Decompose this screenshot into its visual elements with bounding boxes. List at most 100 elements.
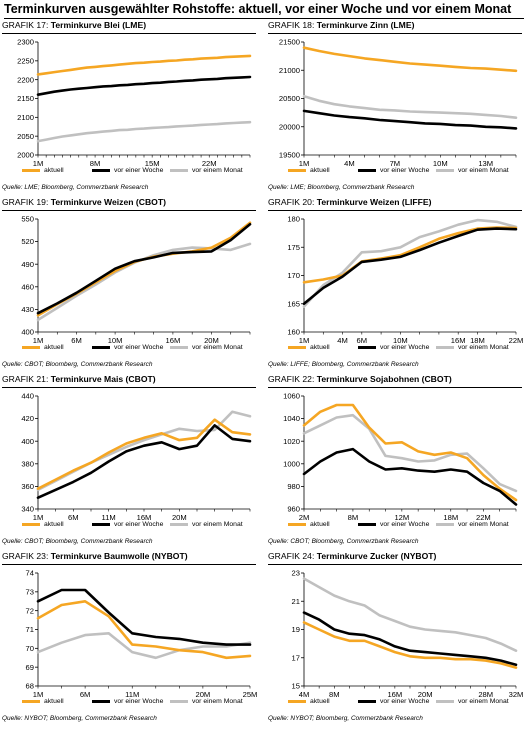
- y-tick-label: 21500: [279, 38, 300, 47]
- y-tick-label: 2100: [17, 113, 34, 122]
- series-line-woche: [36, 75, 252, 97]
- chart-title: GRAFIK 24: Terminkurve Zucker (NYBOT): [268, 551, 436, 561]
- chart-label: GRAFIK 17:: [2, 20, 49, 30]
- chart-legend: aktuell vor einer Woche vor einem Monat: [0, 167, 258, 179]
- series-line-woche: [302, 611, 518, 667]
- x-tick-label: 18M: [443, 513, 458, 522]
- chart-plot: 19500 20000 20500 21000 21500 1M 4M 7M 10M 13M: [279, 38, 518, 168]
- legend-item-aktuell: aktuell: [288, 698, 330, 705]
- y-tick-label: 1020: [283, 437, 300, 446]
- x-tick-label: 20M: [195, 690, 210, 699]
- x-tick-label: 6M: [68, 513, 79, 522]
- legend-label: vor einem Monat: [192, 521, 243, 528]
- legend-label: vor einer Woche: [114, 521, 164, 528]
- legend-swatch: [92, 522, 110, 526]
- x-tick-label: 11M: [125, 690, 139, 699]
- x-tick-label: 10M: [108, 336, 123, 345]
- series-line-monat: [36, 120, 252, 143]
- chart-title: GRAFIK 22: Terminkurve Sojabohnen (CBOT): [268, 374, 452, 384]
- legend-swatch: [436, 168, 454, 172]
- chart-label: GRAFIK 21:: [2, 374, 49, 384]
- chart-title-rule: [2, 33, 256, 34]
- y-tick-label: 490: [21, 260, 34, 269]
- legend-swatch: [288, 345, 306, 349]
- x-tick-label: 20M: [204, 336, 219, 345]
- x-tick-label: 11M: [102, 513, 116, 522]
- legend-item-monat: vor einem Monat: [170, 698, 243, 705]
- legend-swatch: [22, 699, 40, 703]
- chart-source: Quelle: NYBOT; Bloomberg, Commerzbank Re…: [268, 715, 423, 722]
- series-line-monat: [302, 94, 518, 119]
- legend-label: aktuell: [310, 167, 330, 174]
- series-line-monat: [302, 577, 518, 652]
- y-tick-label: 69: [26, 663, 34, 672]
- chart-panel-8: GRAFIK 24: Terminkurve Zucker (NYBOT) 15 1…: [266, 551, 524, 729]
- legend-swatch: [358, 699, 376, 703]
- series-line-aktuell: [302, 226, 518, 284]
- chart-title-text: Terminkurve Zucker (NYBOT): [316, 551, 437, 561]
- y-tick-label: 165: [287, 299, 300, 308]
- y-tick-label: 340: [21, 505, 34, 514]
- legend-item-aktuell: aktuell: [288, 521, 330, 528]
- chart-title-text: Terminkurve Blei (LME): [50, 20, 147, 30]
- x-tick-label: 20M: [418, 690, 433, 699]
- legend-item-monat: vor einem Monat: [170, 167, 243, 174]
- x-tick-label: 22M: [476, 513, 491, 522]
- legend-item-monat: vor einem Monat: [436, 167, 509, 174]
- y-tick-label: 19500: [279, 151, 300, 160]
- legend-swatch: [288, 699, 306, 703]
- y-tick-label: 71: [26, 625, 34, 634]
- x-tick-label: 8M: [329, 690, 340, 699]
- y-tick-label: 2300: [17, 38, 34, 47]
- legend-label: vor einem Monat: [192, 698, 243, 705]
- chart-title-text: Terminkurve Weizen (CBOT): [50, 197, 166, 207]
- chart-panel-6: GRAFIK 22: Terminkurve Sojabohnen (CBOT)…: [266, 374, 524, 552]
- x-tick-label: 6M: [71, 336, 82, 345]
- chart-title-rule: [268, 210, 522, 211]
- x-tick-label: 16M: [387, 690, 402, 699]
- y-tick-label: 1040: [283, 414, 300, 423]
- legend-label: aktuell: [44, 167, 64, 174]
- chart-plot: 15 17 19 21 23 4M 8M 16M 20M 28M 32M: [292, 569, 524, 699]
- chart-label: GRAFIK 20:: [268, 197, 315, 207]
- legend-item-woche: vor einer Woche: [92, 167, 163, 174]
- chart-title-text: Terminkurve Weizen (LIFFE): [316, 197, 432, 207]
- x-tick-label: 16M: [137, 513, 152, 522]
- legend-label: vor einem Monat: [192, 167, 243, 174]
- series-line-monat: [302, 413, 518, 493]
- legend-label: vor einem Monat: [458, 167, 509, 174]
- chart-title: GRAFIK 18: Terminkurve Zinn (LME): [268, 20, 414, 30]
- legend-swatch: [358, 522, 376, 526]
- series-line-aktuell: [302, 46, 518, 73]
- series-line-aktuell: [302, 403, 518, 502]
- legend-item-monat: vor einem Monat: [170, 344, 243, 351]
- legend-swatch: [436, 345, 454, 349]
- chart-title: GRAFIK 17: Terminkurve Blei (LME): [2, 20, 146, 30]
- x-tick-label: 18M: [470, 336, 485, 345]
- series-line-monat: [302, 218, 518, 308]
- y-tick-label: 520: [21, 237, 34, 246]
- legend-swatch: [92, 168, 110, 172]
- chart-panel-3: GRAFIK 19: Terminkurve Weizen (CBOT) 400 4…: [0, 197, 258, 375]
- x-tick-label: 1M: [299, 336, 310, 345]
- y-tick-label: 180: [287, 215, 300, 224]
- y-tick-label: 74: [26, 569, 34, 578]
- chart-title: GRAFIK 23: Terminkurve Baumwolle (NYBOT): [2, 551, 188, 561]
- series-line-monat: [36, 632, 252, 660]
- legend-item-woche: vor einer Woche: [358, 698, 429, 705]
- x-tick-label: 1M: [33, 513, 44, 522]
- legend-item-woche: vor einer Woche: [92, 698, 163, 705]
- legend-swatch: [170, 522, 188, 526]
- chart-plot: 68 69 70 71 72 73 74 1M 6M 11M 20M 25M: [26, 569, 258, 699]
- x-tick-label: 22M: [509, 336, 524, 345]
- x-tick-label: 4M: [344, 159, 355, 168]
- chart-source: Quelle: NYBOT; Bloomberg, Commerzbank Re…: [2, 715, 157, 722]
- y-tick-label: 400: [21, 328, 34, 337]
- y-tick-label: 2200: [17, 75, 34, 84]
- chart-plot: 960 980 1000 1020 1040 1060 2M 8M 12M 18M 22M: [283, 392, 518, 522]
- legend-item-monat: vor einem Monat: [170, 521, 243, 528]
- chart-panel-4: GRAFIK 20: Terminkurve Weizen (LIFFE) 160…: [266, 197, 524, 375]
- chart-panel-2: GRAFIK 18: Terminkurve Zinn (LME) 19500 20…: [266, 20, 524, 198]
- legend-swatch: [170, 168, 188, 172]
- series-line-aktuell: [36, 54, 252, 76]
